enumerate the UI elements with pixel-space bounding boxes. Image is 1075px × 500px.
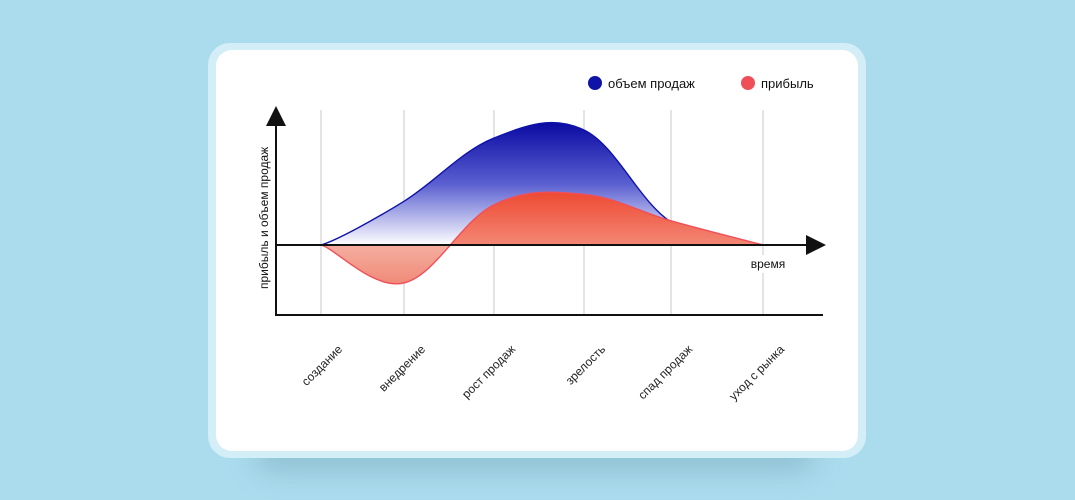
legend: объем продаж прибыль [588,76,814,91]
x-tick-label-4: спад продаж [635,342,695,402]
chart-card [208,43,866,458]
x-tick-label-0: создание [299,342,346,389]
x-tick-labels: создание внедрение рост продаж зрелость спад… [299,342,788,403]
x-axis-label: время [751,257,785,271]
chart-card-inner [216,50,858,451]
profit-line [320,191,764,285]
x-tick-label-3: зрелость [563,342,608,387]
legend-label-profit: прибыль [761,76,814,91]
legend-marker-profit [741,76,755,90]
x-tick-label-5: уход с рынка [726,342,787,403]
x-tick-label-2: рост продаж [459,342,518,401]
x-axis-label-bg [740,255,796,273]
y-axis-label: прибыль и объем продаж [257,147,271,289]
x-tick-label-1: внедрение [376,342,428,394]
profit-area-negative [321,245,763,284]
profit-area-positive [321,192,763,245]
legend-marker-sales [588,76,602,90]
legend-label-sales: объем продаж [608,76,695,91]
